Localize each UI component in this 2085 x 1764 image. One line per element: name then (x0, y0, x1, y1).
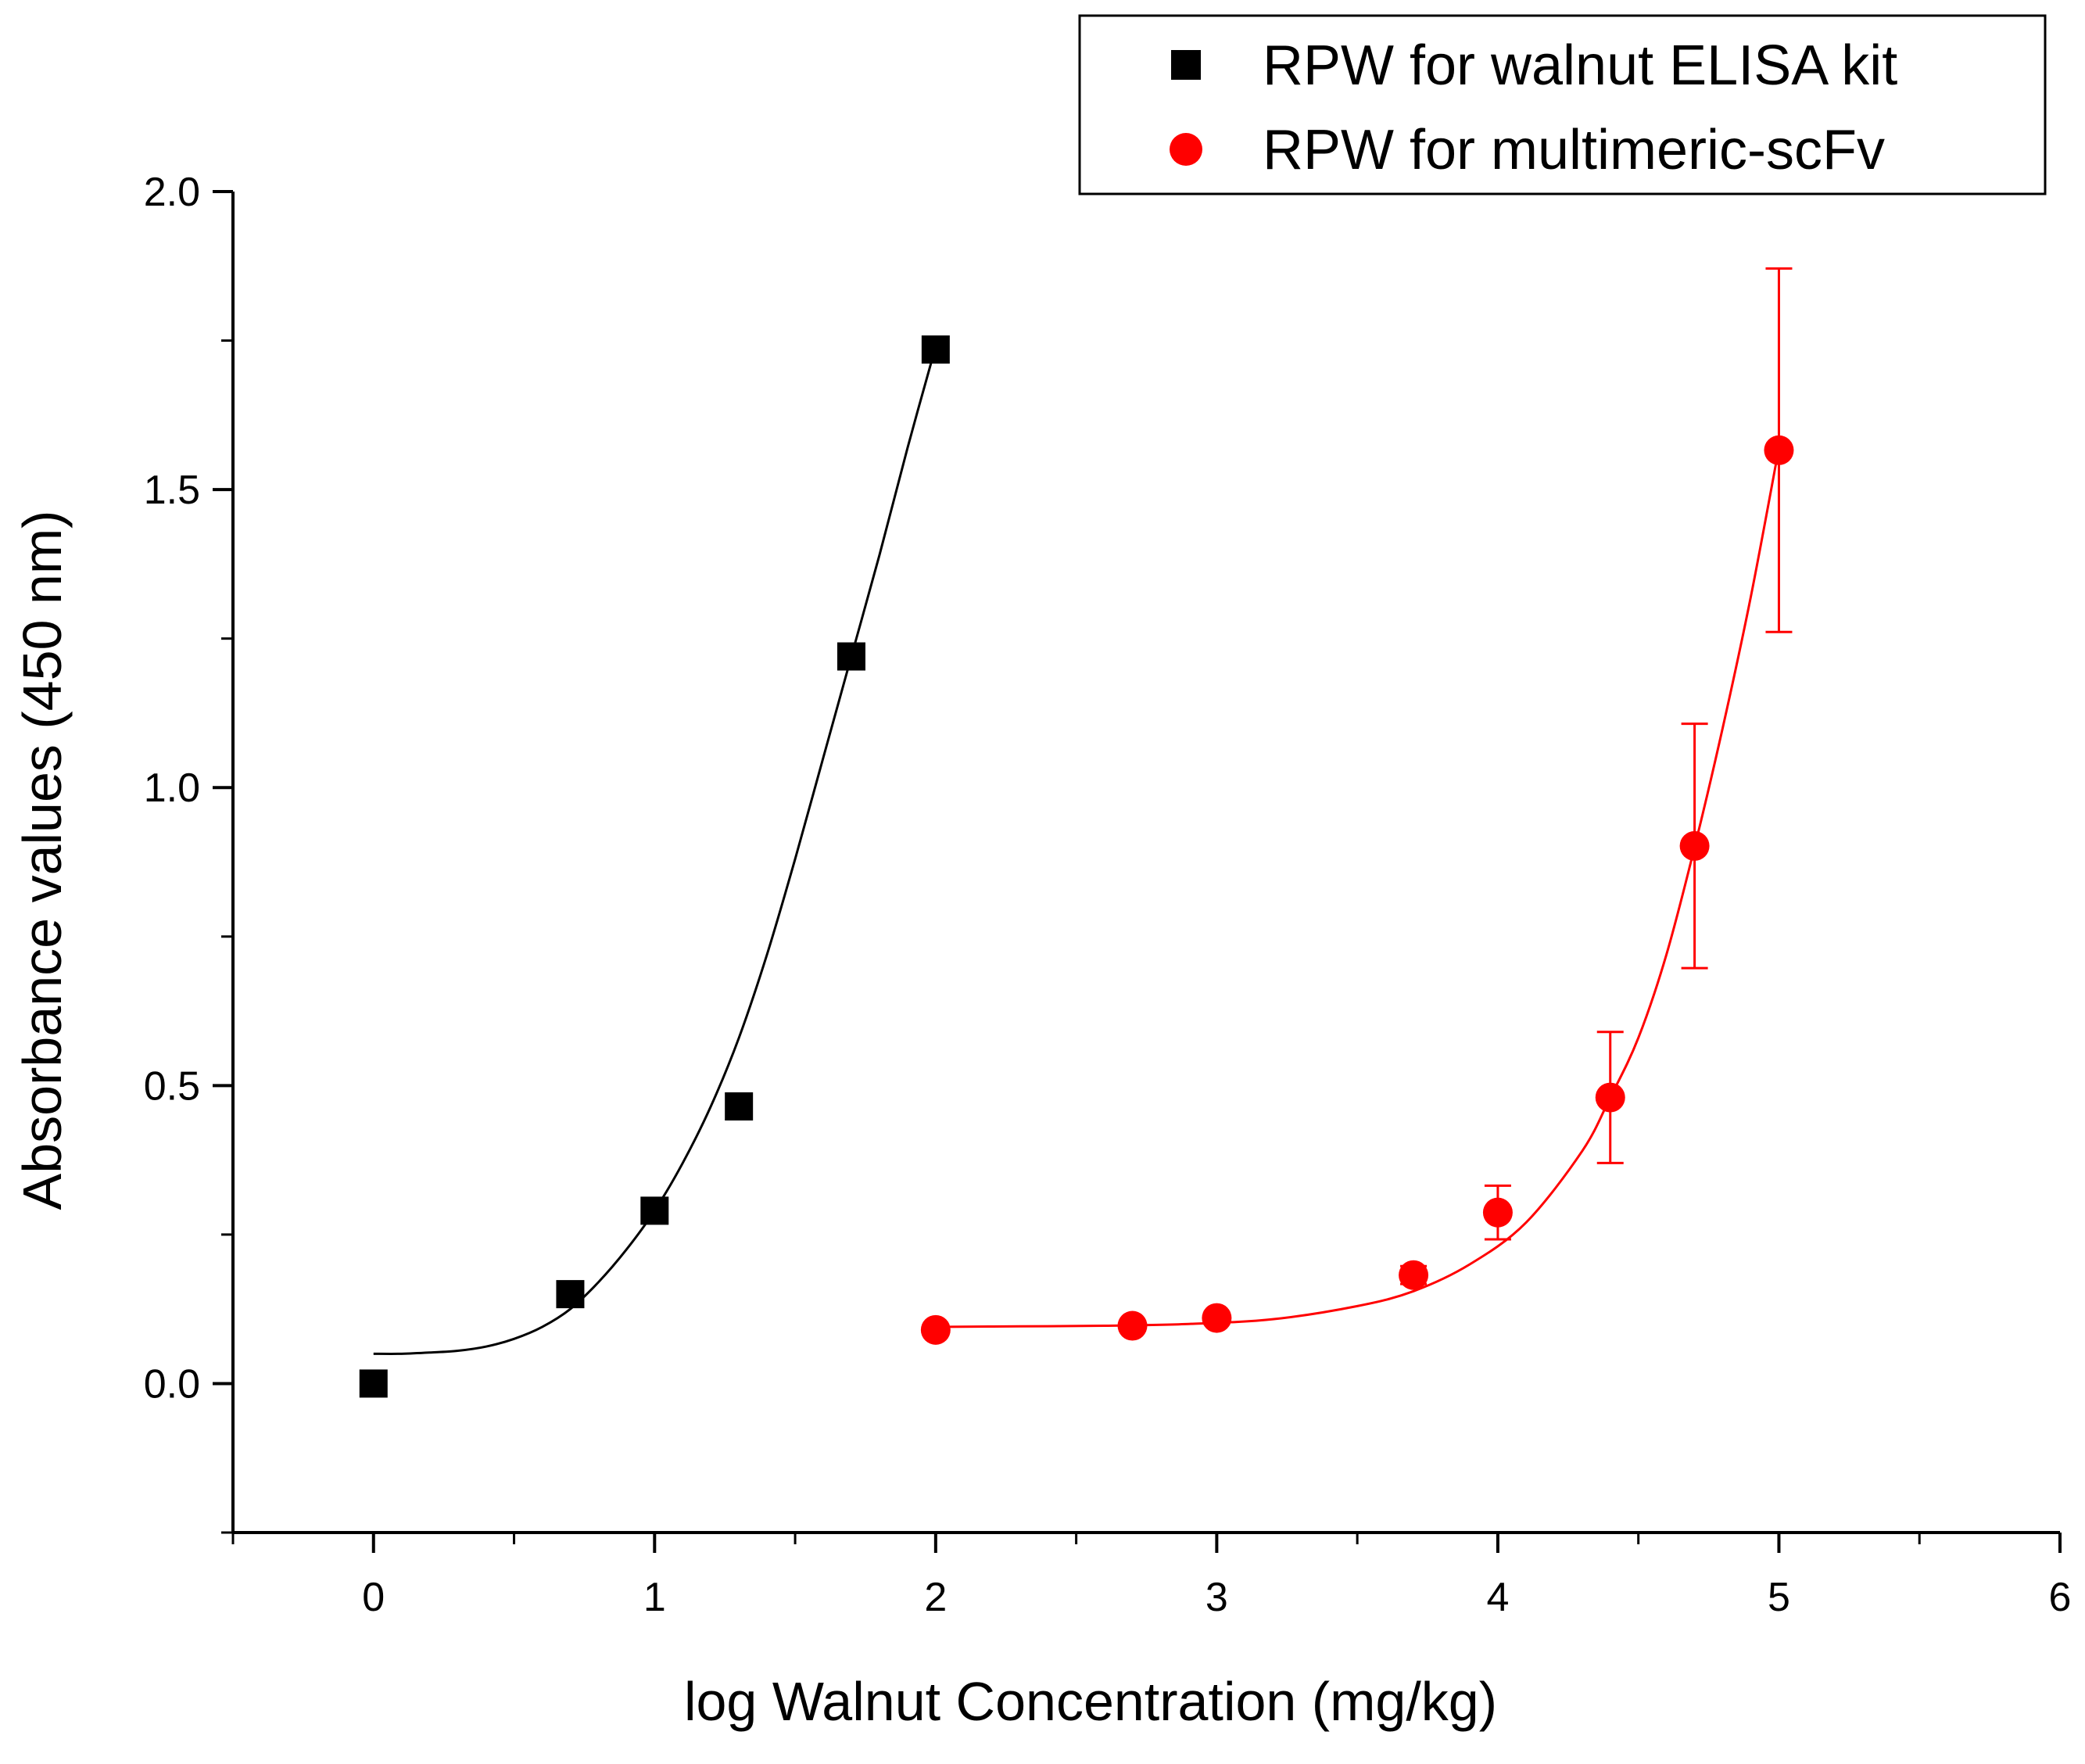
y-axis-title: Absorbance values (450 nm) (12, 511, 73, 1210)
x-tick-label: 0 (362, 1575, 385, 1620)
data-point-square (640, 1196, 669, 1225)
legend-box (1078, 14, 2047, 195)
legend: RPW for walnut ELISA kit RPW for multime… (1078, 14, 2047, 195)
legend-marker-multimeric-scfv (1170, 133, 1202, 166)
legend-label-multimeric-scfv: RPW for multimeric-scFv (1263, 119, 1885, 181)
data-point-square (725, 1092, 754, 1121)
legend-label-walnut-elisa: RPW for walnut ELISA kit (1263, 34, 1897, 97)
y-tick-label: 0.0 (144, 1361, 200, 1407)
data-point-square (359, 1369, 388, 1398)
fit-curve-series-0 (373, 346, 937, 1355)
data-point-circle (1117, 1310, 1148, 1341)
x-axis-title: log Walnut Concentration (mg/kg) (684, 1671, 1497, 1732)
legend-marker-walnut-elisa (1171, 50, 1201, 80)
y-tick-label: 2.0 (144, 170, 200, 215)
x-tick-label: 6 (2049, 1575, 2072, 1620)
y-tick-label: 0.5 (144, 1063, 200, 1109)
data-point-circle (1679, 830, 1710, 861)
data-point-circle (920, 1314, 951, 1345)
data-point-square (837, 642, 865, 671)
data-point-circle (1399, 1260, 1429, 1290)
fit-curve-series-1 (935, 447, 1780, 1328)
y-tick-label: 1.5 (144, 468, 200, 513)
x-tick-label: 5 (1768, 1575, 1790, 1620)
x-tick-label: 3 (1206, 1575, 1228, 1620)
y-tick-label: 1.0 (144, 765, 200, 811)
fit-curves (373, 346, 1780, 1355)
data-point-square (921, 335, 950, 364)
data-point-square (556, 1280, 585, 1309)
data-point-circle (1482, 1197, 1513, 1228)
data-point-circle (1764, 435, 1794, 465)
data-point-circle (1595, 1082, 1625, 1113)
data-point-circle (1202, 1303, 1232, 1333)
x-tick-label: 2 (924, 1575, 947, 1620)
axes: 0 1 2 3 4 5 6 0.0 0.5 1.0 1.5 2.0 (144, 170, 2072, 1620)
data-points (359, 335, 1794, 1398)
x-tick-label: 4 (1486, 1575, 1509, 1620)
x-tick-label: 1 (643, 1575, 666, 1620)
error-bars (557, 267, 1793, 1335)
